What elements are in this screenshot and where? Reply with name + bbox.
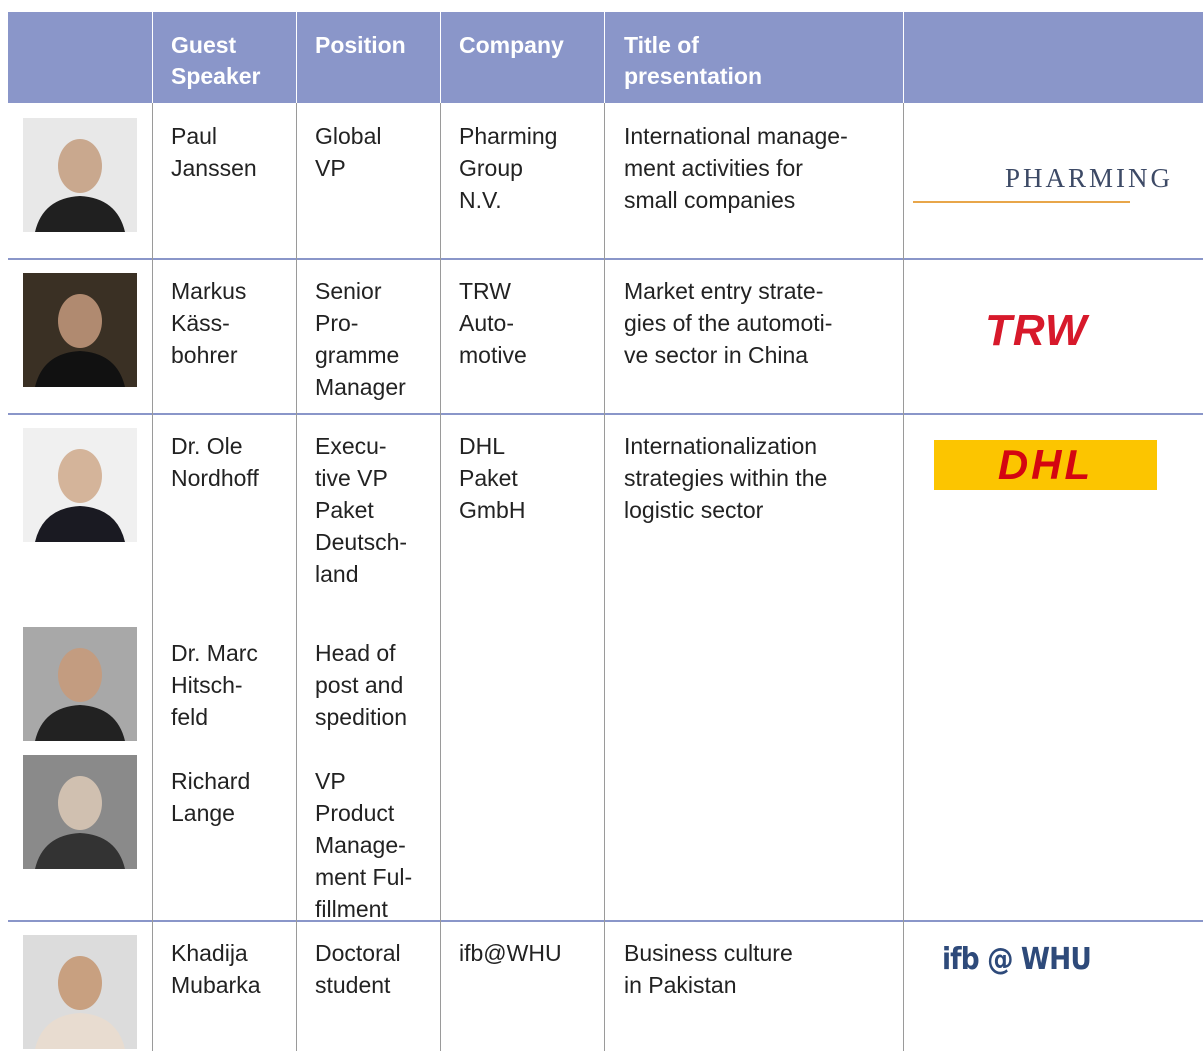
header-bar xyxy=(8,12,1203,103)
company-logo: DHL xyxy=(934,440,1157,490)
column-divider xyxy=(903,413,904,920)
presentation-title: Market entry strate- gies of the automot… xyxy=(624,278,833,368)
speaker-name: Markus Käss- bohrer xyxy=(171,278,247,368)
column-divider xyxy=(903,103,904,258)
column-divider xyxy=(440,413,441,920)
speaker-photo xyxy=(23,428,137,542)
photo-art xyxy=(23,273,137,387)
column-divider xyxy=(604,103,605,258)
header-divider xyxy=(440,12,441,103)
photo-art xyxy=(23,627,137,741)
photo-art xyxy=(23,118,137,232)
column-divider xyxy=(296,258,297,413)
speaker-name: Paul Janssen xyxy=(171,123,257,181)
speaker-position: Doctoral student xyxy=(315,940,401,998)
speaker-position: Senior Pro- gramme Manager xyxy=(315,278,406,400)
header-cell: Title of presentation xyxy=(624,32,763,89)
speaker-position: Global VP xyxy=(315,123,382,181)
company-logo: TRW xyxy=(985,306,1088,355)
speaker-name: Khadija Mubarka xyxy=(171,940,261,998)
header-divider xyxy=(903,12,904,103)
column-divider xyxy=(440,920,441,1051)
logo-underline xyxy=(913,201,1130,203)
column-divider xyxy=(604,413,605,920)
column-divider xyxy=(152,258,153,413)
column-divider xyxy=(152,920,153,1051)
column-divider xyxy=(903,920,904,1051)
photo-art xyxy=(23,428,137,542)
header-divider xyxy=(152,12,153,103)
column-divider xyxy=(296,920,297,1051)
company: Pharming Group N.V. xyxy=(459,123,558,213)
company-logo: PHARMING xyxy=(1005,163,1174,193)
column-divider xyxy=(440,103,441,258)
presentation-title: Business culture in Pakistan xyxy=(624,940,793,998)
header-divider xyxy=(604,12,605,103)
speaker-photo xyxy=(23,627,137,741)
column-divider xyxy=(903,258,904,413)
speaker-position: Execu- tive VP Paket Deutsch- land xyxy=(315,433,408,587)
column-divider xyxy=(152,103,153,258)
header-cell: Position xyxy=(315,32,406,58)
column-divider xyxy=(296,103,297,258)
column-divider xyxy=(604,920,605,1051)
speaker-photo xyxy=(23,935,137,1049)
speaker-name: Richard Lange xyxy=(171,768,251,826)
column-divider xyxy=(604,258,605,413)
column-divider xyxy=(440,258,441,413)
header-divider xyxy=(296,12,297,103)
presentation-title: Internationalization strategies within t… xyxy=(624,433,828,523)
speaker-photo xyxy=(23,273,137,387)
row-separator xyxy=(8,920,1203,922)
column-divider xyxy=(296,413,297,920)
company: DHL Paket GmbH xyxy=(459,433,526,523)
company: ifb@WHU xyxy=(459,940,562,966)
row-separator xyxy=(8,413,1203,415)
row-separator xyxy=(8,258,1203,260)
header-cell: Guest Speaker xyxy=(171,32,261,89)
company-logo: ifb @ WHU xyxy=(942,942,1092,977)
speaker-name: Dr. Ole Nordhoff xyxy=(171,433,259,491)
column-divider xyxy=(152,413,153,920)
photo-art xyxy=(23,755,137,869)
presentation-title: International manage- ment activities fo… xyxy=(624,123,848,213)
header-cell: Company xyxy=(459,32,564,58)
company: TRW Auto- motive xyxy=(459,278,527,368)
speaker-name: Dr. Marc Hitsch- feld xyxy=(171,640,258,730)
photo-art xyxy=(23,935,137,1049)
speaker-position: VP Product Manage- ment Ful- fillment xyxy=(315,768,413,922)
speaker-position: Head of post and spedition xyxy=(315,640,408,730)
speaker-photo xyxy=(23,755,137,869)
speaker-photo xyxy=(23,118,137,232)
